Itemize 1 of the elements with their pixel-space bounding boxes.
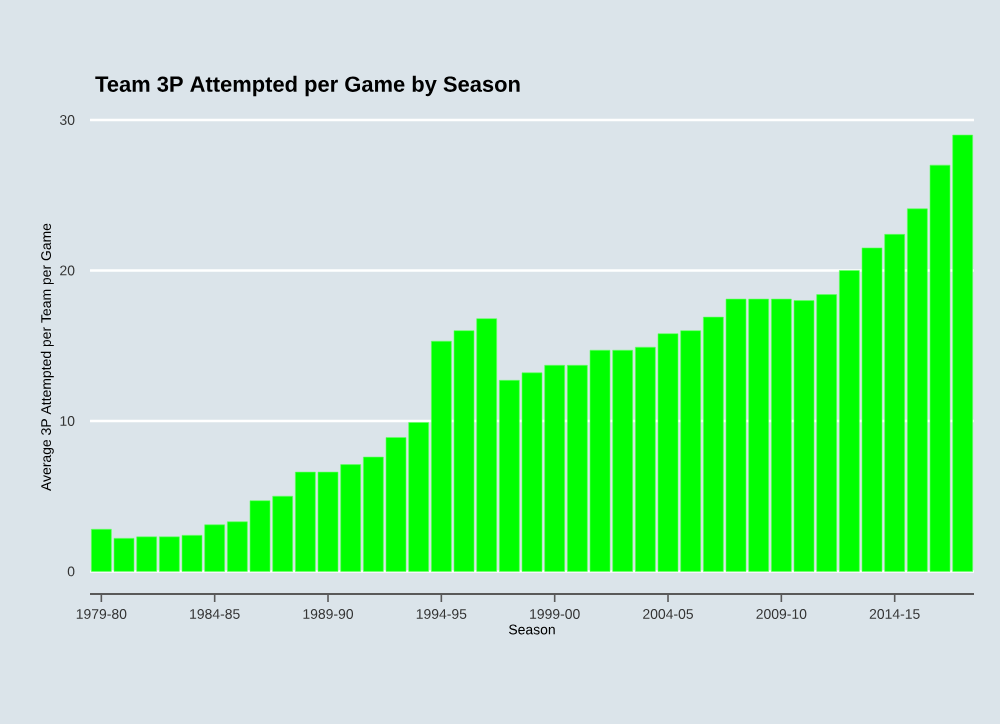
chart-title: Team 3P Attempted per Game by Season xyxy=(95,75,520,97)
